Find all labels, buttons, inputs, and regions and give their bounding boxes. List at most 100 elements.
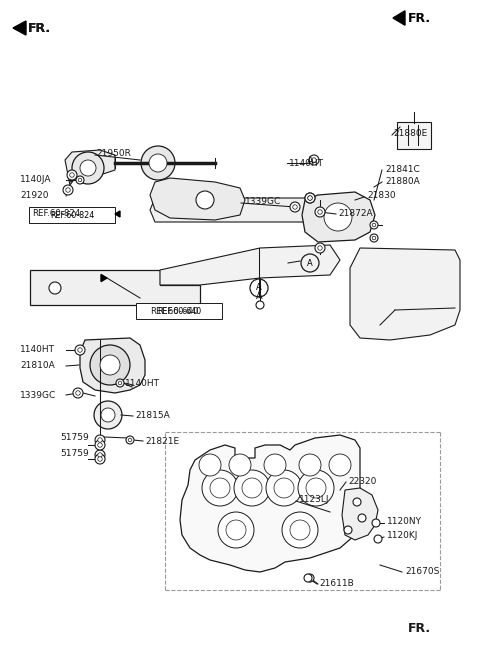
Circle shape xyxy=(126,436,134,444)
Text: 1120KJ: 1120KJ xyxy=(387,531,419,541)
Text: 22320: 22320 xyxy=(348,476,376,485)
Text: 1123LJ: 1123LJ xyxy=(299,495,329,504)
Circle shape xyxy=(312,157,316,162)
Polygon shape xyxy=(350,248,460,340)
Circle shape xyxy=(49,282,61,294)
Text: 1339GC: 1339GC xyxy=(245,197,281,207)
Circle shape xyxy=(229,454,251,476)
Circle shape xyxy=(299,454,321,476)
Circle shape xyxy=(95,435,105,445)
Circle shape xyxy=(80,160,96,176)
Circle shape xyxy=(95,440,105,450)
Circle shape xyxy=(218,512,254,548)
Circle shape xyxy=(76,391,80,396)
Circle shape xyxy=(196,191,214,209)
Circle shape xyxy=(290,520,310,540)
Text: REF.60-640: REF.60-640 xyxy=(150,308,198,316)
Circle shape xyxy=(242,478,262,498)
Circle shape xyxy=(358,514,366,522)
Circle shape xyxy=(308,195,312,200)
Circle shape xyxy=(226,520,246,540)
Text: 21920: 21920 xyxy=(20,192,48,201)
Circle shape xyxy=(290,202,300,212)
Circle shape xyxy=(234,470,270,506)
Text: 1140HT: 1140HT xyxy=(20,344,55,354)
Text: 1140HT: 1140HT xyxy=(289,159,324,167)
Circle shape xyxy=(73,388,83,398)
Circle shape xyxy=(293,205,297,209)
Circle shape xyxy=(149,154,167,172)
FancyBboxPatch shape xyxy=(29,207,115,223)
FancyBboxPatch shape xyxy=(397,122,431,149)
Circle shape xyxy=(98,438,102,442)
Circle shape xyxy=(128,438,132,441)
Text: 51759: 51759 xyxy=(60,449,89,457)
FancyBboxPatch shape xyxy=(136,303,222,319)
Circle shape xyxy=(76,176,84,184)
Text: 21872A: 21872A xyxy=(338,209,372,218)
Circle shape xyxy=(78,348,82,352)
Text: 21670S: 21670S xyxy=(405,567,439,575)
Text: 1140JA: 1140JA xyxy=(20,176,51,184)
Circle shape xyxy=(78,178,82,182)
Circle shape xyxy=(67,170,77,180)
Circle shape xyxy=(370,221,378,229)
Circle shape xyxy=(274,478,294,498)
Circle shape xyxy=(370,234,378,242)
Circle shape xyxy=(372,223,376,227)
Text: FR.: FR. xyxy=(28,22,51,35)
Text: 1339GC: 1339GC xyxy=(20,392,56,401)
Circle shape xyxy=(101,408,115,422)
Text: 21950R: 21950R xyxy=(96,150,131,159)
Circle shape xyxy=(318,210,322,215)
Circle shape xyxy=(90,345,130,385)
Circle shape xyxy=(306,478,326,498)
Circle shape xyxy=(98,443,102,447)
Polygon shape xyxy=(30,270,200,305)
Circle shape xyxy=(98,453,102,457)
Circle shape xyxy=(372,236,376,240)
Circle shape xyxy=(264,454,286,476)
Circle shape xyxy=(372,519,380,527)
Text: 21821E: 21821E xyxy=(145,436,179,445)
Circle shape xyxy=(318,246,322,250)
Circle shape xyxy=(329,454,351,476)
Polygon shape xyxy=(393,10,405,25)
Circle shape xyxy=(266,470,302,506)
Circle shape xyxy=(210,478,230,498)
Text: 21880E: 21880E xyxy=(393,129,427,138)
Text: 21880A: 21880A xyxy=(385,178,420,186)
Circle shape xyxy=(315,243,325,253)
Circle shape xyxy=(282,512,318,548)
Text: FR.: FR. xyxy=(28,22,51,35)
Text: 21810A: 21810A xyxy=(20,361,55,369)
Circle shape xyxy=(298,470,334,506)
Circle shape xyxy=(305,193,315,203)
Polygon shape xyxy=(150,198,340,222)
Polygon shape xyxy=(65,150,115,185)
Circle shape xyxy=(118,381,122,385)
Circle shape xyxy=(199,454,221,476)
Text: REF.60-824: REF.60-824 xyxy=(50,211,94,220)
Circle shape xyxy=(309,155,319,165)
Polygon shape xyxy=(342,488,378,540)
Circle shape xyxy=(256,301,264,309)
Circle shape xyxy=(98,457,102,461)
Circle shape xyxy=(305,193,315,203)
Text: 21611B: 21611B xyxy=(319,579,354,588)
Circle shape xyxy=(70,173,74,177)
Text: A: A xyxy=(256,291,262,301)
Text: A: A xyxy=(307,258,313,268)
Text: A: A xyxy=(256,283,262,293)
Polygon shape xyxy=(150,178,245,220)
Polygon shape xyxy=(115,211,120,217)
Circle shape xyxy=(353,498,361,506)
Circle shape xyxy=(306,574,314,582)
Polygon shape xyxy=(101,274,107,281)
Circle shape xyxy=(304,574,312,582)
Circle shape xyxy=(344,526,352,534)
Text: 21815A: 21815A xyxy=(135,411,170,420)
Text: FR.: FR. xyxy=(408,12,431,24)
Circle shape xyxy=(374,535,382,543)
Circle shape xyxy=(324,203,352,231)
